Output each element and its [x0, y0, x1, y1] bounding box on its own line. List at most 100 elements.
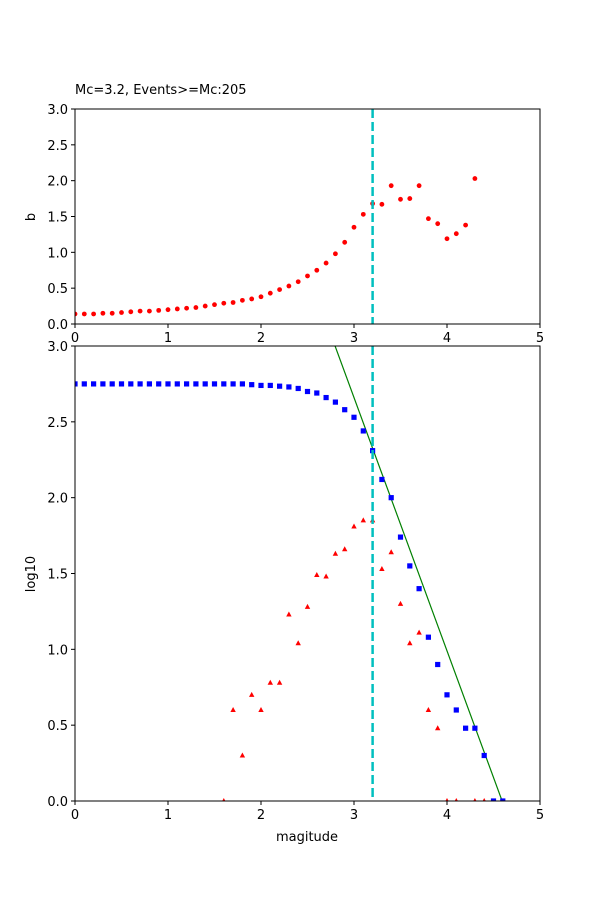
bottom-series1-point: [267, 679, 273, 685]
bottom-series0-point: [425, 634, 431, 640]
bottom-x-axis-label: magitude: [276, 830, 338, 845]
bottom-y-tick-label: 3.0: [47, 340, 68, 355]
bottom-series0-point: [109, 381, 115, 387]
bottom-series0-point: [81, 381, 87, 387]
top-series0-point: [147, 308, 152, 314]
bottom-x-tick-label: 4: [443, 808, 451, 823]
bottom-series0-point: [230, 381, 236, 387]
top-series0-point: [463, 222, 468, 228]
bottom-series1-point: [473, 798, 477, 801]
top-x-tick-label: 3: [350, 331, 358, 346]
top-y-tick-label: 0.0: [47, 318, 68, 333]
top-x-tick-label: 5: [536, 331, 544, 346]
bottom-series1-point: [286, 611, 292, 617]
top-series0-point: [174, 306, 180, 312]
bottom-series0-point: [360, 428, 366, 434]
top-series0-point: [360, 211, 366, 217]
top-series0-point: [342, 239, 348, 245]
bottom-series0-point: [332, 399, 338, 405]
top-y-tick-label: 1.0: [47, 246, 68, 261]
bottom-series1-point: [332, 550, 339, 556]
bottom-series0-point: [137, 381, 143, 387]
top-series0-point: [119, 310, 124, 315]
bottom-series1-point: [445, 798, 449, 801]
bottom-series0-point: [211, 381, 218, 387]
bottom-series1-point: [388, 549, 394, 555]
top-series0-point: [295, 279, 301, 285]
bottom-series0-point: [277, 383, 283, 389]
bottom-x-tick-label: 0: [71, 808, 79, 823]
top-y-tick-label: 2.0: [47, 175, 68, 190]
bottom-series1-point: [360, 517, 366, 523]
bottom-series0-point: [286, 384, 292, 390]
bottom-y-tick-label: 0.5: [47, 719, 68, 734]
top-series0-point: [137, 308, 143, 314]
top-series0-point: [202, 303, 208, 309]
bottom-x-tick-label: 2: [257, 808, 265, 823]
top-series0-point: [221, 300, 227, 306]
bottom-series1-point: [351, 523, 357, 529]
bottom-series1-point: [425, 707, 432, 712]
top-series0-point: [388, 183, 394, 189]
bottom-series0-point: [239, 381, 245, 387]
bottom-series0-point: [379, 476, 385, 483]
top-series0-point: [267, 290, 273, 296]
top-series0-point: [286, 283, 292, 289]
bottom-series1-point: [379, 565, 385, 571]
bottom-y-tick-label: 2.0: [47, 492, 68, 507]
bottom-series0-point: [267, 382, 273, 389]
bottom-series0-point: [146, 381, 152, 387]
top-series0-point: [398, 196, 403, 202]
bottom-series1-point: [323, 573, 329, 579]
bottom-series1-point: [222, 798, 226, 801]
bottom-series0-point: [75, 381, 78, 387]
bottom-series1-point: [258, 707, 264, 712]
bottom-series0-point: [128, 381, 134, 387]
bottom-y-tick-label: 1.0: [47, 643, 68, 658]
bottom-series0-point: [351, 414, 357, 420]
top-series0-point: [314, 267, 320, 273]
top-series0-point: [472, 176, 478, 181]
top-x-tick-label: 1: [164, 331, 172, 346]
top-series0-point: [75, 311, 78, 317]
top-series0-point: [249, 296, 255, 302]
bottom-y-tick-label: 2.5: [47, 416, 68, 431]
top-series0-point: [351, 224, 357, 230]
top-series0-point: [333, 251, 338, 257]
bottom-series0-point: [472, 725, 478, 731]
top-y-tick-label: 3.0: [47, 103, 68, 118]
bottom-series1-point: [239, 752, 246, 758]
top-x-tick-label: 4: [443, 331, 451, 346]
bottom-series0-point: [453, 707, 459, 713]
bottom-series0-point: [435, 661, 441, 668]
top-series0-point: [212, 302, 217, 308]
top-series0-point: [277, 287, 282, 292]
bottom-series1-point: [230, 707, 236, 712]
bottom-series1-point: [314, 572, 320, 578]
top-series0-point: [416, 183, 422, 189]
bottom-series0-point: [481, 752, 487, 759]
bottom-series1-point: [482, 798, 486, 801]
bottom-series0-point: [156, 381, 162, 387]
top-series0-point: [305, 273, 310, 279]
bottom-series0-point: [416, 586, 422, 592]
top-plot-area: [75, 176, 478, 317]
bottom-series1-point: [295, 640, 301, 646]
top-series0-point: [435, 221, 441, 227]
top-series0-point: [230, 300, 236, 305]
top-series0-point: [91, 311, 96, 317]
bottom-series0-point: [463, 725, 469, 731]
top-x-tick-label: 2: [257, 331, 265, 346]
bottom-series0-point: [193, 381, 199, 387]
bottom-series1-point: [342, 546, 348, 552]
bottom-series1-point: [454, 798, 458, 801]
top-chart-title: Mc=3.2, Events>=Mc:205: [75, 83, 247, 98]
bottom-x-tick-label: 5: [536, 808, 544, 823]
bottom-x-tick-label: 1: [164, 808, 172, 823]
bottom-y-axis-label: log10: [24, 556, 39, 592]
top-y-tick-label: 1.5: [47, 211, 68, 226]
bottom-fit-line: [334, 346, 503, 801]
top-series0-point: [240, 297, 245, 303]
top-x-tick-label: 0: [71, 331, 79, 346]
top-series0-point: [323, 260, 329, 266]
